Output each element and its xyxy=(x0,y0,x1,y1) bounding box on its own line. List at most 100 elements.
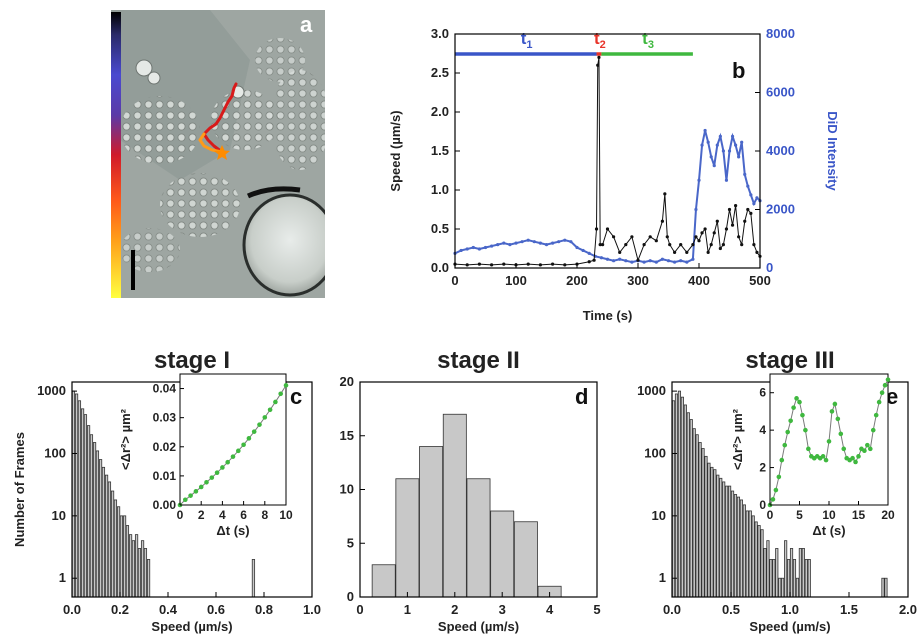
speed-point xyxy=(697,239,701,243)
y2-tick-label: 0 xyxy=(766,260,773,275)
did-intensity-point xyxy=(483,245,488,250)
did-intensity-point xyxy=(700,143,704,147)
histogram-bar xyxy=(707,462,711,598)
trajectory-start-star xyxy=(214,145,230,160)
stage-label-3: t3 xyxy=(642,29,654,51)
did-intensity-point xyxy=(496,243,500,247)
x-axis-title: Speed (µm/s) xyxy=(151,619,232,634)
x-tick-label: 1.5 xyxy=(840,602,858,617)
inset-msd-point xyxy=(885,377,891,382)
y-tick-label: 20 xyxy=(340,374,354,389)
histogram-bar xyxy=(74,393,79,598)
speed-point xyxy=(594,227,599,231)
inset-msd-point xyxy=(820,454,826,459)
inset-msd-point xyxy=(797,399,802,405)
large-cell xyxy=(242,193,325,297)
y-axis-title: Number of Frames xyxy=(12,432,27,547)
x-tick-label: 5 xyxy=(593,602,600,617)
inset-x-tick-label: 0 xyxy=(177,508,184,522)
histogram-bar xyxy=(701,448,705,598)
histogram-bar xyxy=(775,548,779,598)
stage-title: stage II xyxy=(437,347,520,374)
histogram-bar xyxy=(789,548,794,598)
x-tick-label: 200 xyxy=(566,273,588,288)
histogram-bar xyxy=(801,548,805,598)
speed-point xyxy=(709,243,713,247)
histogram-bar xyxy=(769,559,773,598)
histogram-bar xyxy=(689,419,693,598)
speed-point xyxy=(734,204,738,208)
inset-msd-point xyxy=(800,412,805,418)
histogram-bar xyxy=(728,485,732,598)
did-intensity-point xyxy=(642,260,646,264)
did-intensity-point xyxy=(624,259,628,263)
x-tick-label: 4 xyxy=(546,602,554,617)
inset-msd-point xyxy=(779,457,785,463)
histogram-bar xyxy=(804,559,808,598)
stage-title: stage I xyxy=(154,347,230,374)
speed-point xyxy=(740,243,744,247)
red-blood-cell-cluster xyxy=(255,38,305,82)
y2-tick-label: 4000 xyxy=(766,143,795,158)
speed-point xyxy=(737,235,741,239)
inset-y-tick-label: 0 xyxy=(759,498,766,512)
speed-point xyxy=(679,243,683,247)
speed-point xyxy=(743,219,747,223)
inset-msd-point xyxy=(188,493,193,498)
inset-msd-point xyxy=(826,439,832,444)
histogram-bar xyxy=(884,577,888,598)
did-intensity-point xyxy=(666,259,671,263)
histogram-bar xyxy=(83,414,88,598)
did-intensity-point xyxy=(605,257,610,261)
virus-trajectory-start xyxy=(198,132,224,154)
histogram-bar xyxy=(781,577,785,598)
histogram-bar xyxy=(140,540,145,598)
histogram-bar xyxy=(763,548,767,598)
histogram-bar xyxy=(795,577,800,598)
y-tick-label: 0 xyxy=(347,589,354,604)
panel-letter-d: d xyxy=(575,384,588,409)
speed-point xyxy=(526,262,530,266)
inset-x-axis-title: Δt (s) xyxy=(812,523,845,538)
y-tick-label: 10 xyxy=(52,508,66,523)
inset-msd-point xyxy=(868,446,873,452)
did-intensity-point xyxy=(508,243,512,247)
panel-letter-e: e xyxy=(886,384,898,409)
histogram-bar xyxy=(757,525,761,598)
did-intensity-point xyxy=(654,260,658,264)
inset-y-tick-label: 0.01 xyxy=(153,469,177,483)
inset-msd-point xyxy=(278,391,284,397)
did-intensity-point xyxy=(477,247,481,251)
inset-msd-point xyxy=(823,457,829,463)
did-intensity-point xyxy=(612,259,616,263)
did-intensity-point xyxy=(514,241,518,245)
speed-point xyxy=(563,263,567,267)
red-blood-cell-cluster xyxy=(211,90,279,150)
y-tick-label: 100 xyxy=(644,445,666,460)
histogram-bar xyxy=(92,442,97,598)
x-tick-label: 500 xyxy=(749,273,771,288)
did-intensity-point xyxy=(563,238,567,242)
inset-x-tick-label: 5 xyxy=(796,508,803,522)
y-tick-label: 10 xyxy=(652,508,666,523)
speed-point xyxy=(685,250,689,254)
histogram-bar xyxy=(680,396,684,598)
inset-msd-point xyxy=(773,487,779,493)
speed-point xyxy=(724,227,729,231)
inset-msd-point xyxy=(782,442,788,448)
particle xyxy=(147,71,161,85)
did-intensity-point xyxy=(618,257,622,261)
histogram-bar xyxy=(131,540,136,598)
speed-point xyxy=(642,243,646,247)
speed-point xyxy=(630,235,634,239)
speed-point xyxy=(592,258,596,262)
did-intensity-point xyxy=(520,240,524,244)
x-tick-label: 1.0 xyxy=(303,602,321,617)
did-intensity-point xyxy=(703,128,707,133)
inset-msd-point xyxy=(267,407,273,413)
red-blood-cell-cluster xyxy=(160,173,240,237)
histogram-bar xyxy=(787,559,791,598)
did-intensity-point xyxy=(569,240,573,244)
